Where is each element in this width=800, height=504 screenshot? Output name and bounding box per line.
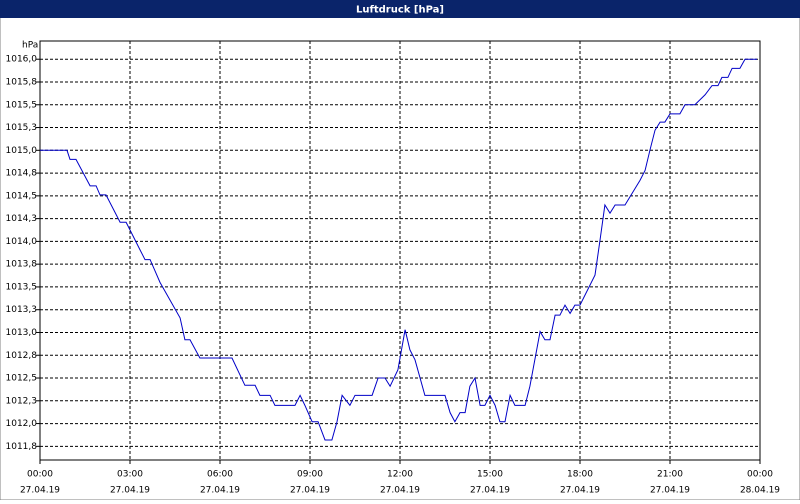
y-tick-label: 1013,8 [6, 260, 38, 270]
x-tick-date: 28.04.19 [740, 486, 780, 496]
y-tick-label: 1012,3 [6, 396, 38, 406]
x-tick-date: 27.04.19 [110, 486, 150, 496]
y-tick-label: 1015,3 [6, 123, 38, 133]
chart-title: Luftdruck [hPa] [356, 5, 444, 16]
x-tick-date: 27.04.19 [200, 486, 240, 496]
x-tick-label: 00:00 [27, 470, 53, 480]
title-bar [0, 0, 800, 18]
y-tick-label: 1013,5 [6, 282, 38, 292]
y-tick-label: 1014,5 [6, 191, 38, 201]
x-tick-label: 18:00 [567, 470, 593, 480]
x-tick-label: 06:00 [207, 470, 233, 480]
x-tick-date: 27.04.19 [290, 486, 330, 496]
y-tick-label: 1016,0 [6, 55, 38, 65]
x-tick-date: 27.04.19 [380, 486, 420, 496]
y-tick-label: 1014,0 [6, 237, 38, 247]
y-tick-label: 1015,0 [6, 146, 38, 156]
y-tick-label: 1014,8 [6, 169, 38, 179]
y-tick-label: 1012,5 [6, 374, 38, 384]
x-tick-label: 15:00 [477, 470, 503, 480]
x-tick-label: 00:00 [747, 470, 773, 480]
y-tick-label: 1013,0 [6, 328, 38, 338]
x-tick-label: 12:00 [387, 470, 413, 480]
x-tick-label: 09:00 [297, 470, 323, 480]
x-tick-label: 03:00 [117, 470, 143, 480]
y-tick-label: 1011,8 [6, 442, 38, 452]
x-tick-date: 27.04.19 [650, 486, 690, 496]
y-axis-unit: hPa [22, 41, 38, 51]
plot-area [39, 40, 761, 461]
x-tick-label: 21:00 [657, 470, 683, 480]
x-tick-date: 27.04.19 [560, 486, 600, 496]
y-tick-label: 1015,5 [6, 100, 38, 110]
y-tick-label: 1014,3 [6, 214, 38, 224]
y-tick-label: 1015,8 [6, 77, 38, 87]
x-tick-date: 27.04.19 [20, 486, 60, 496]
y-tick-label: 1012,8 [6, 351, 38, 361]
y-tick-label: 1012,0 [6, 419, 38, 429]
x-tick-date: 27.04.19 [470, 486, 510, 496]
y-tick-label: 1013,3 [6, 305, 38, 315]
data-line [40, 58, 757, 441]
